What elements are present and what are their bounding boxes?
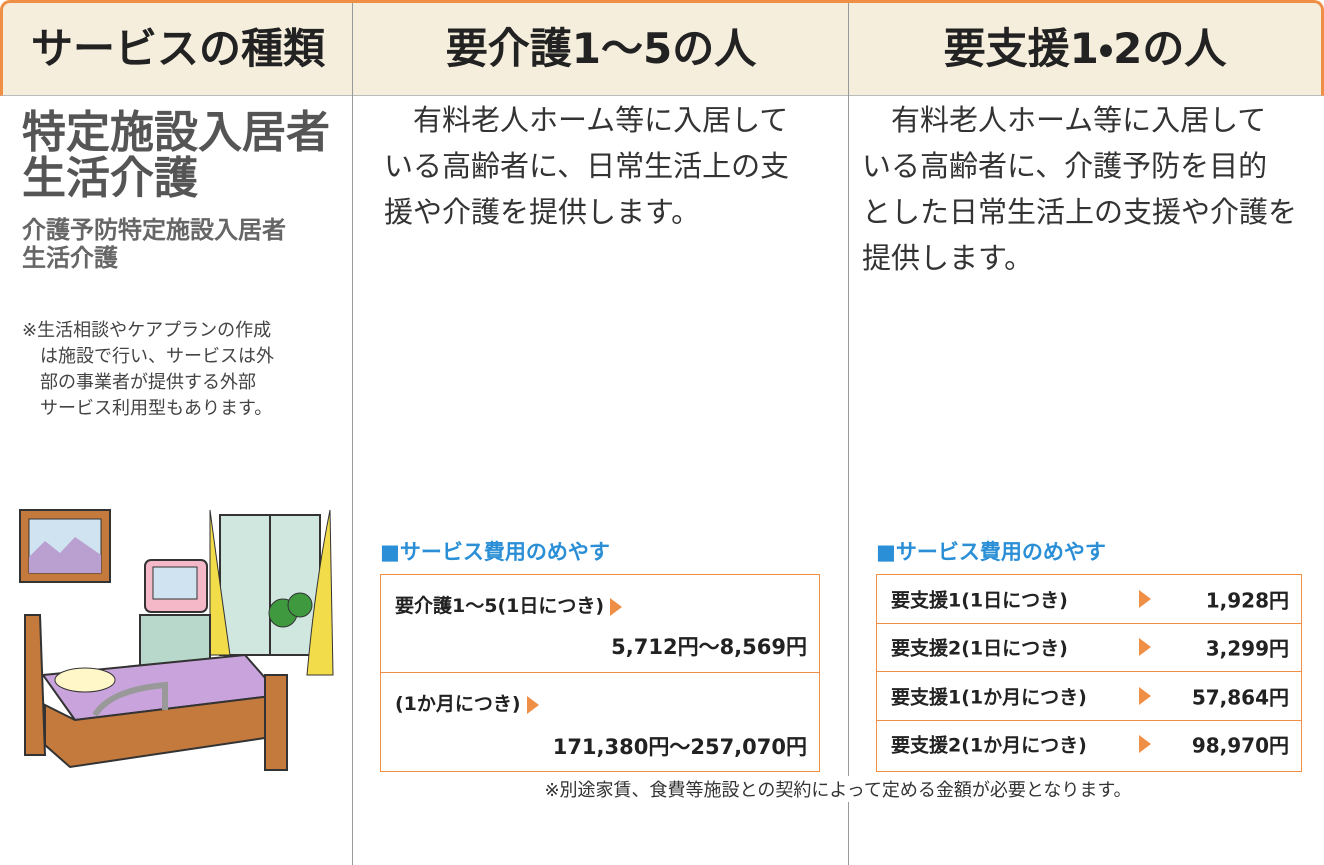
description-line: いる高齢者に、介護予防を目的 (862, 149, 1268, 183)
cost-label: 要支援2(1か月につき) (891, 734, 1087, 757)
description-line: 有料老人ホーム等に入居して (891, 103, 1267, 137)
service-note: ※生活相談やケアプランの作成 は施設で行い、サービスは外 部の事業者が提供する外… (22, 318, 274, 422)
divider (848, 3, 849, 865)
cost-value: 3,299円 (1205, 636, 1289, 661)
arrow (1139, 638, 1151, 657)
cost-value: 5,712円〜8,569円 (611, 635, 807, 659)
arrow (610, 597, 623, 616)
description-line: 有料老人ホーム等に入居して (413, 103, 789, 137)
service-title: 特定施設入居者 生活介護 (22, 110, 330, 202)
description-line: とした日常生活上の支援や介護を (862, 195, 1298, 229)
care-description: 有料老人ホーム等に入居して いる高齢者に、日常生活上の支 援や介護を提供します。 (384, 97, 789, 235)
subtitle-line: 生活介護 (22, 244, 118, 272)
arrow (1139, 686, 1151, 705)
cost-label: 要支援2(1日につき) (891, 637, 1068, 660)
note-line: は施設で行い、サービスは外 (40, 346, 274, 367)
cost-table: 要介護1〜5(1日につき) 5,712円〜8,569円 (1か月につき) 171… (380, 574, 820, 772)
title-line: 特定施設入居者 (22, 107, 330, 158)
cost-row: 要支援1(1か月につき) 57,864円 (877, 672, 1301, 721)
cost-label: 要支援1(1か月につき) (891, 686, 1087, 709)
cost-heading: ■サービス費用のめやす (876, 540, 1106, 564)
note-line: ※生活相談やケアプランの作成 (22, 320, 272, 341)
header-row: サービスの種類 要介護1〜5の人 要支援1・2の人 (0, 0, 1324, 96)
cost-label: (1か月につき) (395, 689, 539, 716)
header-cell: サービスの種類 (30, 24, 325, 73)
note-line: サービス利用型もあります。 (40, 398, 273, 419)
support-description: 有料老人ホーム等に入居して いる高齢者に、介護予防を目的 とした日常生活上の支援… (862, 97, 1297, 281)
cost-value: 1,928円 (1205, 588, 1289, 613)
label-text: 要介護1〜5(1日につき) (395, 595, 605, 617)
cost-value: 98,970円 (1191, 733, 1289, 758)
cost-row: (1か月につき) 171,380円〜257,070円 (381, 673, 819, 770)
description-line: 提供します。 (862, 241, 1034, 275)
header-cell: 要支援1・2の人 (943, 24, 1227, 73)
cost-label: 要支援1(1日につき) (891, 589, 1068, 612)
cost-value: 57,864円 (1191, 685, 1289, 710)
cost-row: 要介護1〜5(1日につき) 5,712円〜8,569円 (381, 575, 819, 673)
arrow (1139, 589, 1151, 608)
cost-heading: ■サービス費用のめやす (380, 540, 610, 564)
cost-row: 要支援1(1日につき) 1,928円 (877, 575, 1301, 624)
note-line: 部の事業者が提供する外部 (40, 372, 256, 393)
description-line: いる高齢者に、日常生活上の支 (384, 149, 790, 183)
description-line: 援や介護を提供します。 (384, 195, 701, 229)
cost-row: 要支援2(1日につき) 3,299円 (877, 624, 1301, 672)
cost-value: 171,380円〜257,070円 (552, 735, 807, 759)
cost-table: 要支援1(1日につき) 1,928円 要支援2(1日につき) 3,299円 要支援1(1… (876, 574, 1302, 772)
arrow (1139, 735, 1151, 754)
divider (352, 3, 353, 865)
cost-label: 要介護1〜5(1日につき) (395, 591, 623, 618)
arrow (526, 695, 539, 714)
label-text: (1か月につき) (395, 693, 521, 715)
service-subtitle: 介護予防特定施設入居者 生活介護 (22, 216, 286, 272)
title-line: 生活介護 (22, 153, 198, 204)
subtitle-line: 介護予防特定施設入居者 (22, 216, 286, 244)
cost-row: 要支援2(1か月につき) 98,970円 (877, 721, 1301, 769)
footer-note: ※別途家賃、食費等施設との契約によって定める金額が必要となります。 (540, 776, 1136, 802)
header-cell: 要介護1〜5の人 (445, 24, 757, 73)
room-illustration (19, 509, 334, 771)
